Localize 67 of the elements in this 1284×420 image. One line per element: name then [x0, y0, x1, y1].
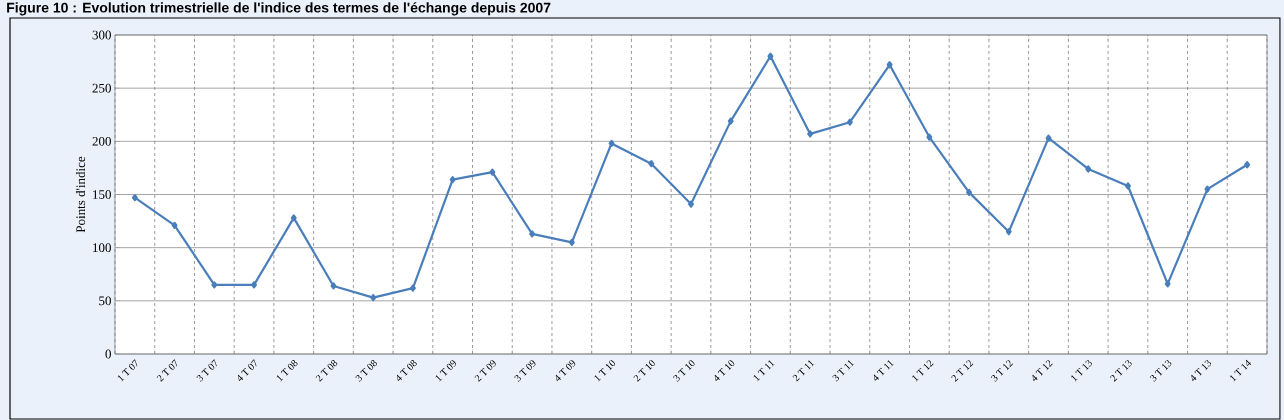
point — [886, 61, 893, 69]
x-tick-label: 1 T 11 — [753, 360, 775, 382]
x-tick-label: 2 T 07 — [156, 359, 178, 382]
x-tick-label: 2 T 09 — [474, 360, 496, 382]
x-tick-label: 3 T 07 — [196, 359, 217, 382]
x-tick-label: 4 T 13 — [1191, 360, 1212, 381]
x-tick-label: 3 T 08 — [355, 360, 378, 382]
x-tick-label: 2 T 12 — [951, 360, 974, 382]
y-tick-label: 150 — [93, 190, 111, 199]
y-axis-title: Points d'indice — [75, 156, 86, 233]
x-tick-label: 1 T 08 — [276, 360, 298, 382]
point — [767, 52, 774, 60]
point — [1164, 280, 1171, 288]
x-tick-label: 1 T 12 — [912, 360, 934, 382]
x-tick-label: 4 T 08 — [396, 360, 417, 382]
x-tick-label: 1 T 13 — [1071, 360, 1092, 382]
y-tick-label: 50 — [99, 296, 111, 306]
point — [449, 176, 456, 184]
x-tick-label: 2 T 08 — [315, 360, 338, 382]
x-tick-label: 3 T 09 — [514, 360, 536, 382]
x-tick-label: 4 T 10 — [714, 360, 735, 382]
x-tick-label: 3 T 11 — [832, 360, 855, 382]
point — [926, 133, 933, 141]
x-tick-label: 4 T 12 — [1032, 360, 1053, 381]
point — [489, 168, 496, 176]
point — [1204, 185, 1211, 193]
point — [529, 230, 536, 238]
x-tick-label: 1 T 07 — [117, 359, 138, 382]
point — [131, 194, 138, 202]
point — [568, 238, 575, 246]
point — [370, 294, 377, 302]
x-tick-label: 2 T 13 — [1110, 360, 1132, 382]
point — [846, 118, 853, 126]
point — [648, 160, 655, 168]
point — [251, 281, 258, 289]
point — [1244, 161, 1251, 169]
x-tick-label: 1 T 10 — [594, 360, 616, 382]
point — [1124, 182, 1131, 190]
y-tick-label: 200 — [92, 136, 111, 146]
x-tick-label: 4 T 11 — [873, 360, 894, 381]
point — [171, 221, 178, 229]
y-tick-label: 0 — [105, 349, 111, 359]
x-tick-label: 3 T 10 — [673, 360, 695, 382]
point — [966, 188, 973, 196]
x-tick-label: 1 T 09 — [435, 360, 457, 382]
y-tick-label: 250 — [92, 83, 111, 93]
x-tick-label: 2 T 10 — [633, 360, 655, 382]
x-tick-label: 3 T 13 — [1149, 360, 1172, 382]
x-tick-label: 1 T 14 — [1230, 359, 1252, 382]
chart-title: Figure 10 : Evolution trimestrielle de l'indice des termes de l'échange depuis 2007 — [7, 2, 551, 16]
x-tick-label: 4 T 07 — [238, 359, 257, 382]
point — [290, 214, 297, 222]
y-tick-label: 100 — [93, 243, 111, 253]
point — [211, 281, 218, 289]
point — [1045, 134, 1052, 142]
point — [807, 130, 814, 138]
point — [608, 139, 615, 148]
x-tick-label: 2 T 11 — [792, 360, 815, 382]
point — [409, 284, 416, 292]
x-tick-label: 3 T 12 — [990, 360, 1014, 382]
x-tick-label: 4 T 09 — [555, 360, 576, 382]
point — [727, 117, 734, 125]
point — [330, 282, 337, 290]
point — [1085, 165, 1092, 173]
point — [1005, 228, 1012, 236]
y-tick-label: 300 — [92, 30, 111, 40]
point — [688, 200, 694, 208]
